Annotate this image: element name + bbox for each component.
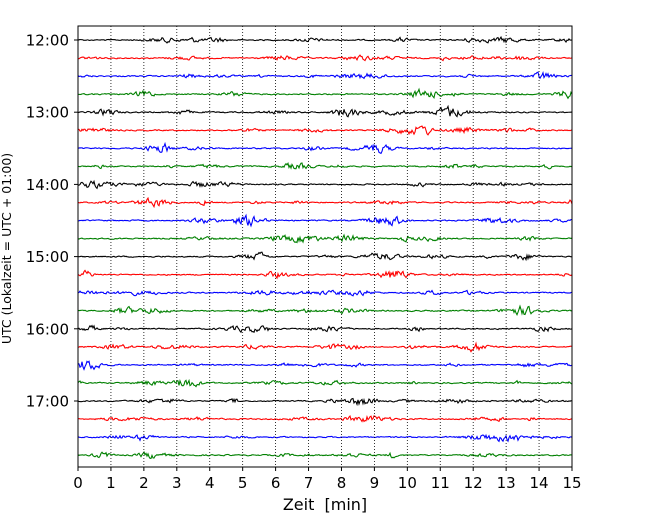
trace-line (77, 141, 573, 155)
y-axis-ticks: 12:00 13:00 14:00 15:00 16:00 17:00 (26, 32, 78, 411)
trace-line (77, 289, 572, 297)
trace-line (77, 269, 573, 280)
trace-line (77, 378, 573, 388)
x-axis-ticks: 0 1 2 3 4 5 6 7 8 9 10 11 12 13 14 15 (73, 467, 582, 492)
trace-line (77, 35, 573, 44)
trace-line (77, 87, 573, 100)
x-tick-label: 12 (464, 474, 483, 492)
trace-line (77, 397, 573, 407)
trace-line (77, 360, 573, 371)
trace-line (77, 341, 573, 353)
trace-line (77, 450, 573, 460)
x-tick-label: 13 (497, 474, 516, 492)
y-tick-label: 12:00 (26, 32, 69, 50)
trace-line (77, 415, 573, 423)
plot-frame (77, 25, 573, 468)
x-tick-label: 15 (562, 474, 581, 492)
x-tick-label: 0 (73, 474, 83, 492)
trace-line (77, 196, 573, 209)
x-tick-label: 5 (238, 474, 248, 492)
trace-line (77, 251, 573, 262)
y-tick-label: 17:00 (26, 393, 69, 411)
trace-line (77, 304, 573, 316)
x-tick-label: 7 (304, 474, 314, 492)
trace-line (77, 324, 573, 334)
x-tick-label: 11 (431, 474, 450, 492)
trace-line (77, 433, 573, 443)
x-tick-label: 9 (370, 474, 380, 492)
x-axis-label: Zeit [min] (283, 495, 367, 514)
trace-line (77, 233, 573, 244)
trace-line (77, 213, 573, 228)
trace-line (77, 71, 573, 80)
x-tick-label: 1 (106, 474, 116, 492)
y-tick-label: 15:00 (26, 248, 69, 266)
trace-line (77, 104, 573, 118)
y-tick-label: 13:00 (26, 104, 69, 122)
x-tick-label: 8 (337, 474, 347, 492)
y-tick-label: 14:00 (26, 176, 69, 194)
x-tick-label: 3 (172, 474, 182, 492)
y-axis-label: UTC (Lokalzeit = UTC + 01:00) (0, 153, 14, 344)
trace-line (77, 179, 573, 190)
x-tick-label: 6 (271, 474, 281, 492)
y-tick-label: 16:00 (26, 320, 69, 338)
seismic-traces (77, 35, 573, 460)
trace-line (77, 54, 573, 62)
trace-line (77, 161, 573, 170)
x-tick-label: 14 (530, 474, 549, 492)
x-tick-label: 10 (398, 474, 417, 492)
x-tick-label: 4 (205, 474, 215, 492)
trace-line (77, 125, 573, 136)
x-tick-label: 2 (139, 474, 149, 492)
